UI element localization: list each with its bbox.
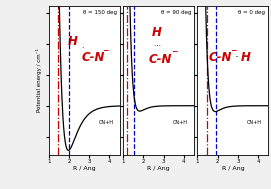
Text: C-N: C-N — [82, 51, 105, 64]
Text: ⋯: ⋯ — [154, 43, 161, 49]
Text: θ = 0 deg: θ = 0 deg — [238, 10, 266, 15]
Text: H: H — [68, 35, 78, 48]
Text: −: − — [102, 46, 109, 55]
Text: C-N: C-N — [148, 53, 172, 66]
Text: −: − — [171, 47, 177, 57]
Text: H: H — [241, 51, 251, 64]
Text: θ = 150 deg: θ = 150 deg — [83, 10, 117, 15]
Text: CN+H: CN+H — [98, 120, 113, 125]
Text: θ = 90 deg: θ = 90 deg — [161, 10, 191, 15]
X-axis label: R / Ang: R / Ang — [222, 166, 244, 170]
X-axis label: R / Ang: R / Ang — [73, 166, 95, 170]
Text: H: H — [152, 26, 162, 39]
X-axis label: R / Ang: R / Ang — [147, 166, 170, 170]
Text: CN+H: CN+H — [247, 120, 262, 125]
Text: ··: ·· — [234, 53, 239, 62]
Text: ·: · — [81, 44, 83, 53]
Text: −: − — [230, 46, 236, 55]
Text: C-N: C-N — [208, 51, 232, 64]
Y-axis label: Potential energy / cm⁻¹: Potential energy / cm⁻¹ — [36, 48, 42, 112]
Text: CN+H: CN+H — [173, 120, 188, 125]
